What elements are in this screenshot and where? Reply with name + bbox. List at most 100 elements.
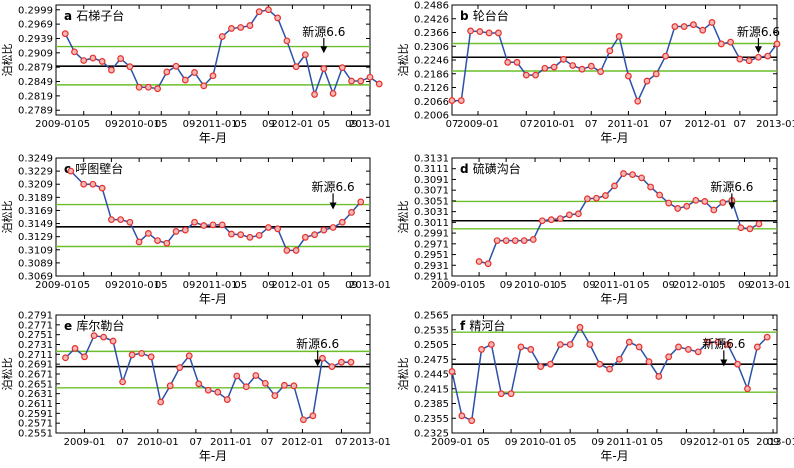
data-point [375,80,383,88]
data-point [108,216,115,224]
data-point [656,191,664,199]
x-tick-label: 2010-01 [118,119,160,130]
data-point [320,65,328,73]
x-tick-label: 09 [583,280,596,291]
event-arrow-head [728,202,736,210]
data-point [635,343,643,351]
x-tick-label: 05 [77,119,90,130]
x-tick-label: 05 [77,280,90,291]
x-tick-label: 05 [737,437,750,448]
data-point [191,218,198,226]
data-point [704,338,712,346]
x-tick-label: 09 [500,280,513,291]
data-point [478,346,485,353]
data-point [309,412,317,420]
data-point [587,62,595,70]
panel-title: a 石梯子台 [64,8,124,23]
data-point [255,231,263,239]
data-point [71,48,78,56]
data-point [191,69,198,76]
data-point [541,64,549,72]
x-axis-label: 年-月 [600,131,628,145]
station-name: 硫磺沟台 [473,161,521,176]
data-point [166,382,174,390]
x-tick-label: 09 [591,437,604,448]
data-point [255,8,263,16]
data-point [675,343,682,351]
data-point [692,196,700,204]
data-point [67,167,75,175]
y-tick-label: 0.3209 [18,180,53,191]
y-tick-label: 0.2186 [414,69,449,80]
data-point [119,378,127,386]
chart-panel-e: 0.25510.25710.25910.26110.26310.26510.26… [0,311,391,464]
x-tick-label: 2013-01 [349,280,391,291]
data-point [638,174,645,182]
data-point [280,381,288,389]
y-tick-label: 0.2325 [414,429,449,440]
data-point [185,352,193,360]
data-point [773,40,781,48]
y-tick-label: 0.2475 [414,355,449,366]
x-tick-label: 2009-01 [431,437,473,448]
data-point [271,392,279,400]
data-point [643,77,651,85]
x-tick-label: 2012-01 [282,437,324,448]
event-arrow-head [720,359,728,367]
x-tick-label: 2013-01 [749,280,791,291]
x-tick-label: 2011-01 [196,280,238,291]
event-annotation-label: 新源6.6 [737,24,780,39]
data-point [209,221,217,229]
data-point [228,230,235,238]
station-name: 库尔勒台 [76,318,124,333]
data-point [108,66,115,74]
data-point [569,62,577,69]
x-tick-label: 2009-01 [431,280,473,291]
y-tick-label: 0.2591 [18,409,53,420]
y-tick-label: 0.2911 [414,272,449,283]
data-point [746,225,754,233]
data-point [200,82,208,90]
data-point [507,390,515,398]
data-point [128,351,136,359]
x-tick-label: 2012-01 [673,280,715,291]
panel-letter: e [64,319,76,333]
data-point [602,192,609,199]
data-point [261,379,269,387]
y-tick-label: 0.2691 [18,360,53,371]
panel-title: b 轮台台 [460,8,509,23]
y-tick-label: 0.3071 [414,186,449,197]
x-tick-label: 07 [733,119,746,130]
data-point [81,353,88,361]
y-tick-label: 0.2751 [18,330,53,341]
x-tick-label: 05 [554,280,567,291]
data-point [223,396,231,403]
y-tick-label: 0.2126 [414,83,449,94]
data-point [348,77,355,85]
event-annotation-label: 新源6.6 [302,24,345,39]
x-tick-label: 09 [105,280,118,291]
x-tick-label: 07 [261,437,274,448]
data-point [753,343,761,351]
data-point [204,386,212,394]
y-tick-label: 0.2969 [18,20,53,31]
event-annotation-label: 新源6.6 [312,179,355,194]
y-tick-label: 0.2505 [414,340,449,351]
y-tick-label: 0.3111 [414,164,449,175]
data-point [596,360,604,368]
data-point [468,417,476,425]
y-axis-label: 泊松比 [0,358,14,391]
data-point [176,364,184,372]
x-tick-label: 09 [738,280,751,291]
chart-panel-b: 0.2006 0.2066 0.2126 0.2186 0.2246 0.2306 0.23… [396,1,794,146]
x-axis-label: 年-月 [600,292,628,306]
data-point [311,231,318,239]
x-tick-label: 2011-01 [608,119,650,130]
data-point [467,27,474,35]
y-tick-label: 0.2789 [18,106,53,117]
x-tick-label: 09 [262,280,275,291]
data-point [504,58,512,66]
data-point [154,85,161,93]
station-name: 呼图壁台 [75,161,123,176]
